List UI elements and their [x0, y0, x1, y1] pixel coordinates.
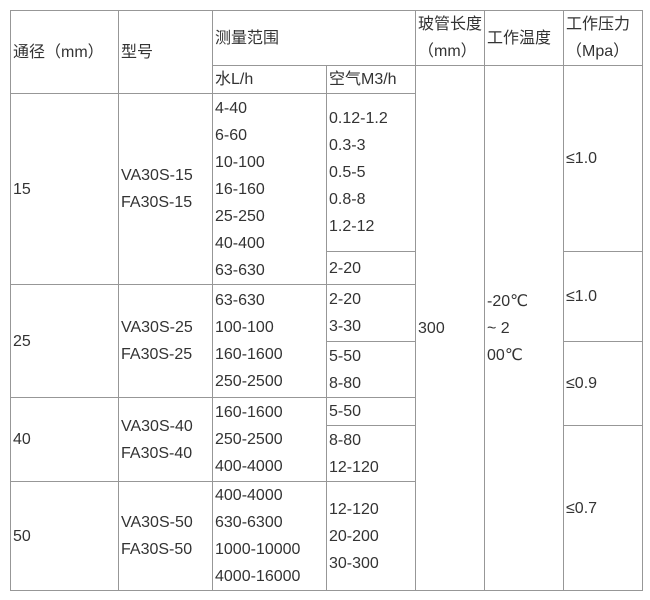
- group-25-row-a: 25 VA30S-25 FA30S-25 63-630 100-100 160-…: [10, 284, 643, 398]
- group-25-row-b: 5-50 8-80 ≤0.9: [11, 341, 644, 426]
- air-range-40-a: 5-50: [325, 397, 417, 426]
- header-tube-length: 玻管长度 （mm）: [415, 10, 486, 66]
- water-range-25: 63-630 100-100 160-1600 250-2500: [212, 284, 327, 398]
- temperature-value: -20℃ ~ 2 00℃: [484, 65, 565, 591]
- diameter-25: 25: [10, 284, 119, 398]
- group-40-row-b: 8-80 12-120 ≤0.7: [11, 425, 644, 591]
- group-50-row: 50 VA30S-50 FA30S-50 400-4000 630-6300 1…: [10, 481, 643, 591]
- pressure-value-1: ≤1.0: [563, 65, 644, 252]
- air-range-40-b: 8-80 12-120: [325, 425, 417, 482]
- model-15: VA30S-15 FA30S-15: [118, 93, 213, 285]
- air-range-25-a: 2-20 3-30: [325, 284, 417, 342]
- diameter-40: 40: [10, 397, 119, 482]
- air-range-15-a: 0.12-1.2 0.3-3 0.5-5 0.8-8 1.2-12: [325, 93, 417, 252]
- water-range-40: 160-1600 250-2500 400-4000: [212, 397, 327, 482]
- model-40: VA30S-40 FA30S-40: [118, 397, 213, 482]
- water-range-15: 4-40 6-60 10-100 16-160 25-250 40-400 63…: [212, 93, 327, 285]
- header-air: 空气M3/h: [325, 65, 417, 94]
- header-temperature: 工作温度: [484, 10, 565, 66]
- pressure-value-2: ≤1.0: [563, 251, 644, 342]
- model-50: VA30S-50 FA30S-50: [118, 481, 213, 591]
- header-model: 型号: [118, 10, 213, 94]
- group-40-row-a: 40 VA30S-40 FA30S-40 160-1600 250-2500 4…: [10, 397, 643, 482]
- spec-table: 通径（mm） 型号 测量范围 玻管长度 （mm） 工作温度 工作压力 （Mpa）…: [10, 10, 644, 591]
- water-range-50: 400-4000 630-6300 1000-10000 4000-16000: [212, 481, 327, 591]
- header-row-2: 水L/h 空气M3/h 300 -20℃ ~ 2 00℃ ≤1.0: [11, 65, 644, 591]
- air-range-50: 12-120 20-200 30-300: [325, 481, 417, 591]
- air-range-15-b: 2-20: [325, 251, 417, 285]
- diameter-15: 15: [10, 93, 119, 285]
- diameter-50: 50: [10, 481, 119, 591]
- header-water: 水L/h: [212, 65, 327, 94]
- group-15-row-a: 15 VA30S-15 FA30S-15 4-40 6-60 10-100 16…: [10, 93, 643, 285]
- header-row-1: 通径（mm） 型号 测量范围 玻管长度 （mm） 工作温度 工作压力 （Mpa）: [10, 10, 644, 94]
- group-15-row-b: 2-20 ≤1.0: [11, 251, 644, 342]
- header-range: 测量范围: [211, 10, 417, 66]
- header-diameter: 通径（mm）: [10, 10, 119, 94]
- model-25: VA30S-25 FA30S-25: [118, 284, 213, 398]
- pressure-value-3: ≤0.9: [563, 341, 644, 426]
- pressure-value-4: ≤0.7: [563, 425, 644, 591]
- header-pressure: 工作压力 （Mpa）: [563, 10, 644, 66]
- air-range-25-b: 5-50 8-80: [325, 341, 417, 398]
- tube-length-value: 300: [415, 65, 486, 591]
